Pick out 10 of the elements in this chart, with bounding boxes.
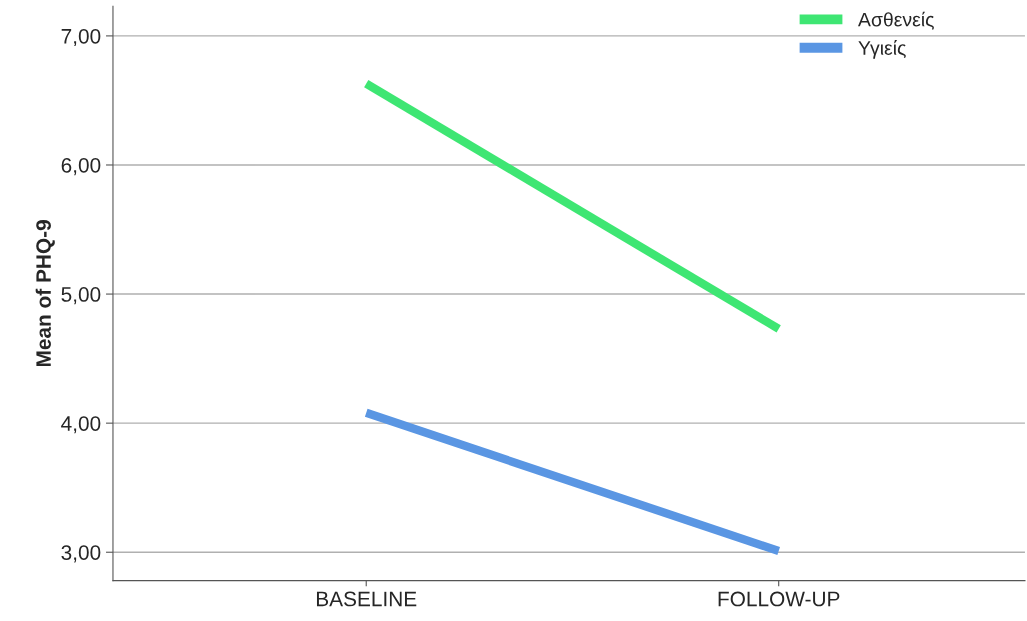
y-tick-label: 7,00 bbox=[61, 28, 101, 47]
legend-label: Ασθενείς bbox=[858, 11, 934, 30]
legend-label: Υγιείς bbox=[858, 40, 906, 59]
y-tick-label: 4,00 bbox=[61, 416, 101, 434]
y-tick-label: 3,00 bbox=[61, 545, 101, 563]
x-tick-label: BASELINE bbox=[316, 591, 417, 607]
y-tick-label: 6,00 bbox=[61, 157, 101, 176]
x-tick-label: FOLLOW-UP bbox=[718, 591, 840, 607]
y-tick-label: 5,00 bbox=[61, 287, 101, 305]
y-axis-title: Mean of PHQ-9 bbox=[35, 220, 55, 367]
